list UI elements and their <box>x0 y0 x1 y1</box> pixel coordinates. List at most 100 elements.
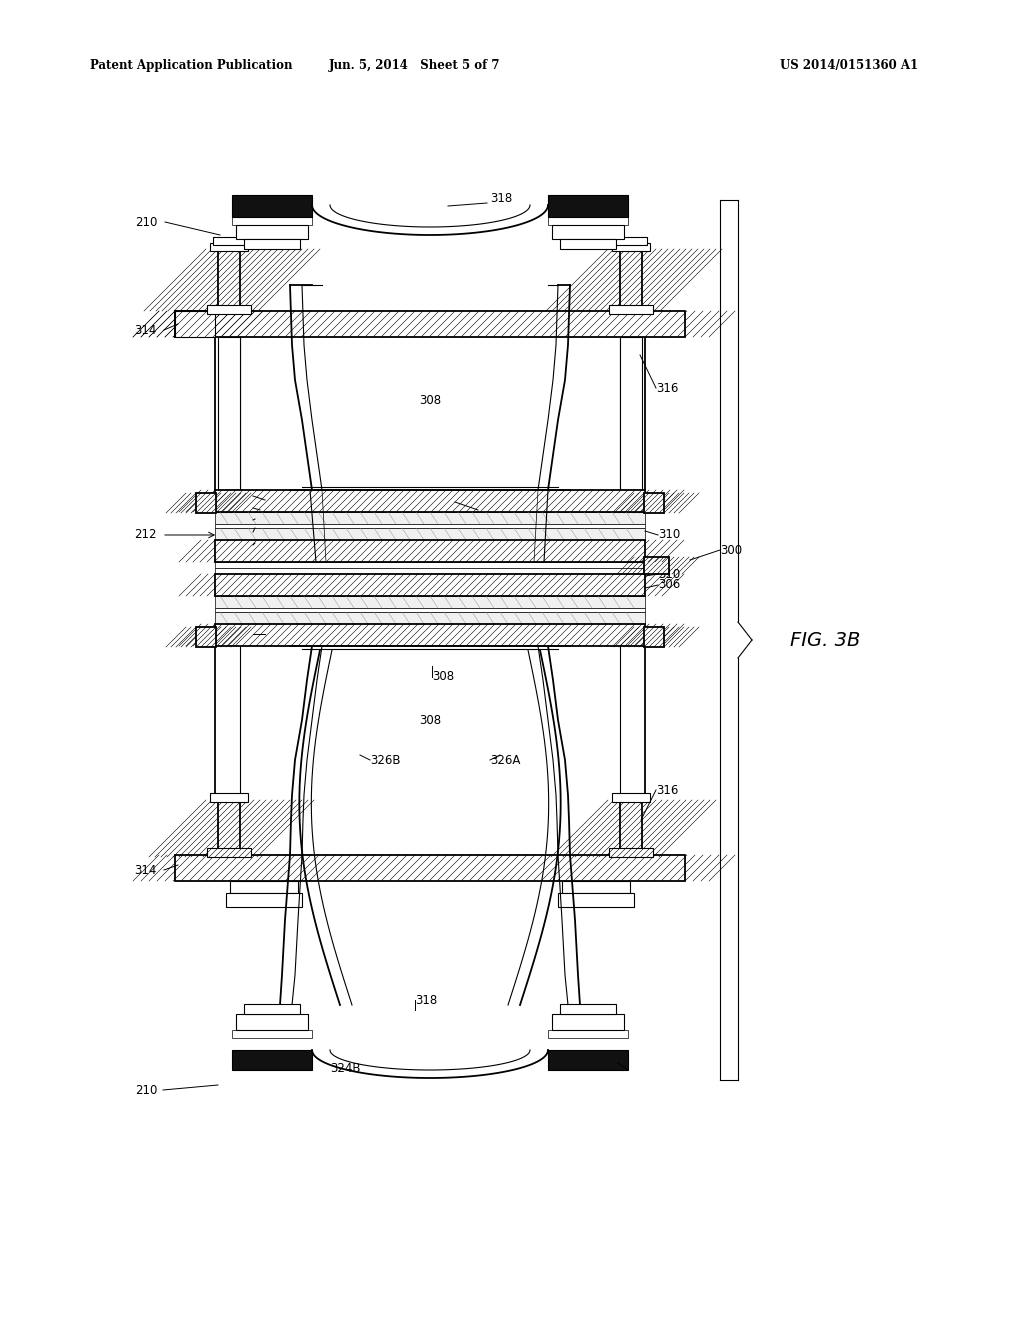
Bar <box>548 195 628 216</box>
Text: 330: 330 <box>229 539 251 552</box>
Text: Patent Application Publication: Patent Application Publication <box>90 58 293 71</box>
Bar <box>236 1014 308 1030</box>
Bar <box>562 880 630 894</box>
Bar <box>175 855 684 880</box>
Text: 330: 330 <box>229 513 251 527</box>
Text: 302: 302 <box>228 502 251 515</box>
Bar <box>244 1005 300 1014</box>
Text: 312: 312 <box>228 627 251 640</box>
Bar <box>207 847 251 857</box>
Text: Jun. 5, 2014   Sheet 5 of 7: Jun. 5, 2014 Sheet 5 of 7 <box>330 58 501 71</box>
Text: 324B: 324B <box>330 1061 360 1074</box>
Bar <box>218 249 240 310</box>
Bar <box>548 1030 628 1038</box>
Bar <box>215 597 645 609</box>
Text: 310: 310 <box>658 528 680 541</box>
Text: 316: 316 <box>656 784 678 796</box>
Bar <box>210 243 248 251</box>
Bar <box>197 494 215 512</box>
Bar <box>232 195 312 216</box>
Bar <box>215 491 644 511</box>
Bar <box>226 894 302 907</box>
Bar <box>215 528 645 540</box>
Bar <box>175 312 214 337</box>
Bar <box>609 305 653 314</box>
Bar <box>644 557 669 573</box>
Bar <box>215 568 645 574</box>
Text: 314: 314 <box>134 863 157 876</box>
Text: 318: 318 <box>415 994 437 1006</box>
Text: 314: 314 <box>134 323 157 337</box>
Text: 316: 316 <box>656 381 678 395</box>
Bar <box>207 305 251 314</box>
Bar <box>621 800 641 857</box>
Text: 312: 312 <box>228 490 251 503</box>
Text: 308: 308 <box>419 714 441 726</box>
Bar <box>218 337 240 490</box>
Bar <box>215 612 645 624</box>
Bar <box>560 239 616 249</box>
Text: 326B: 326B <box>370 754 400 767</box>
Bar <box>196 627 216 647</box>
Text: 212: 212 <box>134 528 157 541</box>
Bar <box>175 855 685 880</box>
Bar <box>175 312 684 337</box>
Bar <box>230 880 298 894</box>
Text: 310: 310 <box>658 568 680 581</box>
Bar <box>218 249 240 312</box>
Text: 304: 304 <box>228 525 251 539</box>
Bar <box>215 562 645 568</box>
Bar <box>215 574 645 597</box>
Bar <box>175 312 685 337</box>
Bar <box>244 239 300 249</box>
Text: 210: 210 <box>134 215 157 228</box>
Bar <box>232 1049 312 1071</box>
Bar <box>644 494 664 512</box>
Text: 300: 300 <box>720 544 742 557</box>
Bar <box>210 793 248 803</box>
Bar <box>560 1005 616 1014</box>
Bar <box>644 492 664 513</box>
Bar <box>644 627 664 647</box>
Bar <box>236 224 308 239</box>
Bar <box>620 800 642 857</box>
Bar <box>175 312 215 337</box>
Text: 326A: 326A <box>490 754 520 767</box>
Text: 308: 308 <box>480 503 502 516</box>
Bar <box>609 847 653 857</box>
Bar <box>620 249 642 312</box>
Bar <box>196 492 216 513</box>
Bar <box>215 574 644 595</box>
Bar <box>215 609 645 612</box>
Bar <box>215 540 645 562</box>
Text: 318: 318 <box>490 191 512 205</box>
Bar <box>215 540 644 561</box>
Bar <box>175 312 215 337</box>
Bar <box>548 216 628 224</box>
Text: FIG. 3B: FIG. 3B <box>790 631 860 649</box>
Bar <box>552 1014 624 1030</box>
Bar <box>218 800 240 857</box>
Bar <box>548 1049 628 1071</box>
Bar <box>215 524 645 528</box>
Bar <box>215 490 645 512</box>
Bar <box>218 800 240 857</box>
Bar <box>612 793 650 803</box>
Text: 308: 308 <box>419 393 441 407</box>
Bar <box>232 216 312 224</box>
Bar <box>232 1030 312 1038</box>
Text: 308: 308 <box>432 671 454 684</box>
Bar <box>621 249 641 310</box>
Bar <box>644 557 669 574</box>
Bar <box>213 238 245 246</box>
Bar <box>552 224 624 239</box>
Text: 324A: 324A <box>580 1053 610 1067</box>
Bar <box>644 627 664 647</box>
Bar <box>615 238 647 246</box>
Bar <box>620 337 642 490</box>
Bar <box>215 624 644 645</box>
Bar <box>612 243 650 251</box>
Bar <box>558 894 634 907</box>
Text: US 2014/0151360 A1: US 2014/0151360 A1 <box>780 58 919 71</box>
Bar <box>197 627 215 647</box>
